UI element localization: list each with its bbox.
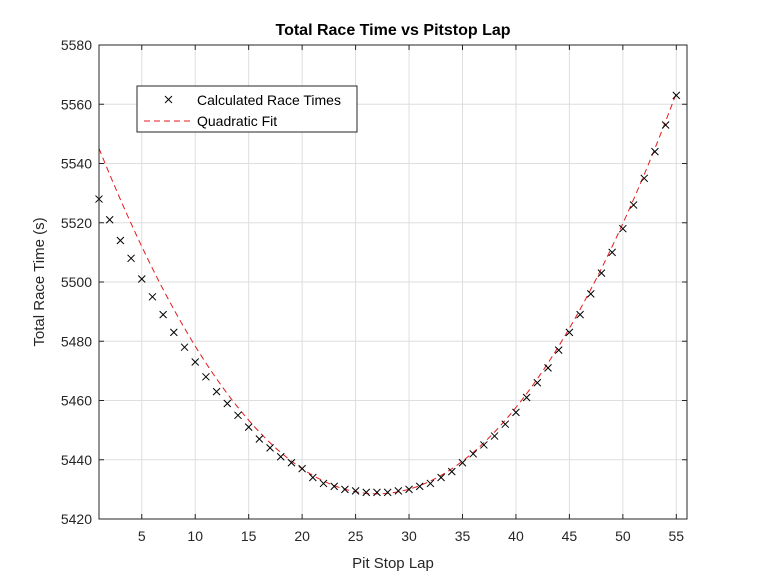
data-point <box>651 147 659 156</box>
data-point <box>202 372 210 381</box>
x-ticks: 5 10 15 20 25 30 35 40 45 50 55 <box>138 45 684 544</box>
data-point <box>266 444 274 452</box>
data-point <box>137 275 146 283</box>
x-tick-label: 15 <box>241 528 257 544</box>
data-point <box>565 328 574 337</box>
y-tick-label: 5520 <box>61 215 92 231</box>
data-point <box>276 452 285 461</box>
data-point <box>661 121 670 129</box>
data-point <box>490 432 499 440</box>
data-point <box>447 467 456 476</box>
data-point <box>522 393 531 402</box>
data-point <box>640 174 649 183</box>
data-point <box>608 248 617 257</box>
y-tick-label: 5440 <box>61 452 92 468</box>
data-point <box>169 328 178 337</box>
data-point <box>501 420 510 429</box>
data-point <box>298 464 306 473</box>
data-point <box>415 482 424 491</box>
data-point <box>469 449 478 458</box>
data-point <box>373 488 381 497</box>
data-point <box>330 482 339 491</box>
data-point <box>244 423 253 432</box>
data-point <box>533 378 542 387</box>
data-point <box>159 310 167 319</box>
data-point <box>586 289 595 298</box>
data-point <box>383 488 392 497</box>
x-tick-label: 25 <box>348 528 364 544</box>
legend-marker-x <box>164 95 173 104</box>
y-tick-label: 5480 <box>61 333 92 349</box>
y-axis-label: Total Race Time (s) <box>31 217 48 346</box>
y-tick-label: 5500 <box>61 274 92 290</box>
data-point <box>223 399 232 408</box>
legend-box <box>136 85 358 133</box>
data-point <box>148 292 157 301</box>
legend-label-fit: Quadratic Fit <box>197 113 277 129</box>
y-tick-label: 5580 <box>61 37 92 53</box>
data-point <box>116 236 125 245</box>
chart-title: Total Race Time vs Pitstop Lap <box>275 22 510 39</box>
data-point <box>512 408 520 417</box>
data-point <box>480 441 488 449</box>
y-ticks: 5420 5440 5460 5480 5500 5520 5540 5560 5580 <box>61 37 687 527</box>
y-tick-label: 5420 <box>61 511 92 527</box>
data-point <box>544 364 552 372</box>
y-tick-label: 5560 <box>61 96 92 112</box>
data-point <box>629 201 638 209</box>
data-point <box>351 487 360 495</box>
data-point <box>554 346 563 354</box>
data-point <box>319 479 328 488</box>
x-tick-label: 20 <box>294 528 310 544</box>
points-layer <box>95 91 681 497</box>
data-point <box>437 473 445 482</box>
data-point <box>576 310 584 319</box>
fit-layer <box>98 92 677 495</box>
data-point <box>105 215 114 224</box>
data-point <box>672 91 681 100</box>
data-point <box>191 358 200 366</box>
x-tick-label: 40 <box>508 528 524 544</box>
data-point <box>341 485 349 494</box>
data-point <box>127 254 135 263</box>
data-point <box>426 479 435 488</box>
data-point <box>362 488 371 497</box>
y-tick-label: 5460 <box>61 393 92 409</box>
data-point <box>619 224 627 233</box>
legend: Calculated Race Times Quadratic Fit <box>136 85 358 133</box>
data-point <box>234 411 242 420</box>
data-point <box>458 458 467 467</box>
data-point <box>287 458 296 467</box>
x-tick-label: 55 <box>669 528 685 544</box>
x-tick-label: 5 <box>138 528 146 544</box>
data-point <box>255 435 264 443</box>
x-tick-label: 50 <box>615 528 631 544</box>
data-point <box>394 487 403 495</box>
x-axis-label: Pit Stop Lap <box>352 555 434 572</box>
data-point <box>597 269 606 277</box>
y-tick-label: 5540 <box>61 156 92 172</box>
x-tick-label: 10 <box>187 528 203 544</box>
x-tick-label: 35 <box>455 528 471 544</box>
legend-label-calculated: Calculated Race Times <box>197 92 341 108</box>
data-point <box>212 387 221 396</box>
series-quadratic-fit <box>98 92 677 495</box>
data-point <box>308 473 317 482</box>
x-tick-label: 30 <box>401 528 417 544</box>
data-point <box>180 343 189 352</box>
data-point <box>405 485 413 494</box>
x-tick-label: 45 <box>562 528 578 544</box>
